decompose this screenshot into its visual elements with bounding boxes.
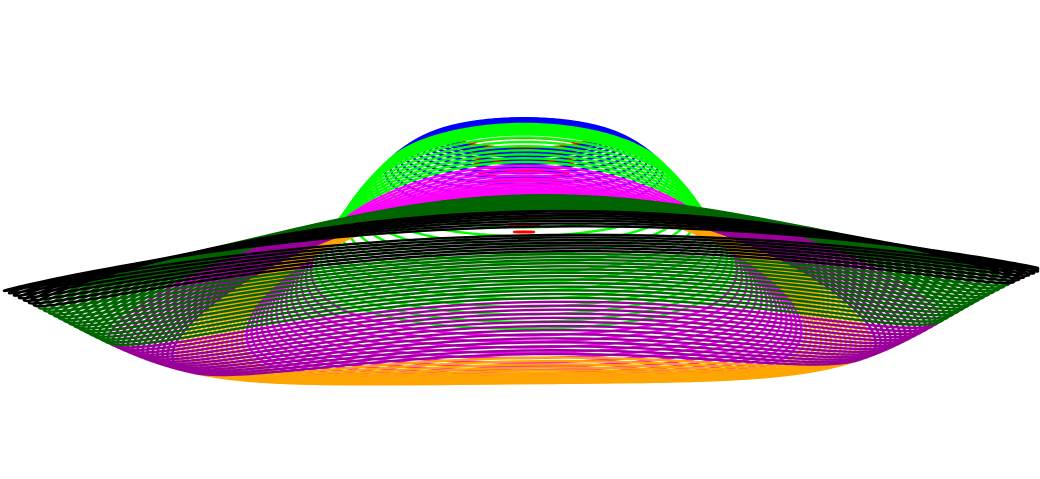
black-loop [27, 212, 1021, 305]
black-loop [7, 222, 1040, 295]
black-loop [17, 217, 1031, 300]
green-loop [314, 160, 734, 330]
black-loop [12, 219, 1036, 297]
surface-loops [2, 117, 1040, 386]
black-loop [22, 214, 1026, 302]
red-loop [512, 230, 536, 234]
black-loop [2, 225, 1040, 293]
